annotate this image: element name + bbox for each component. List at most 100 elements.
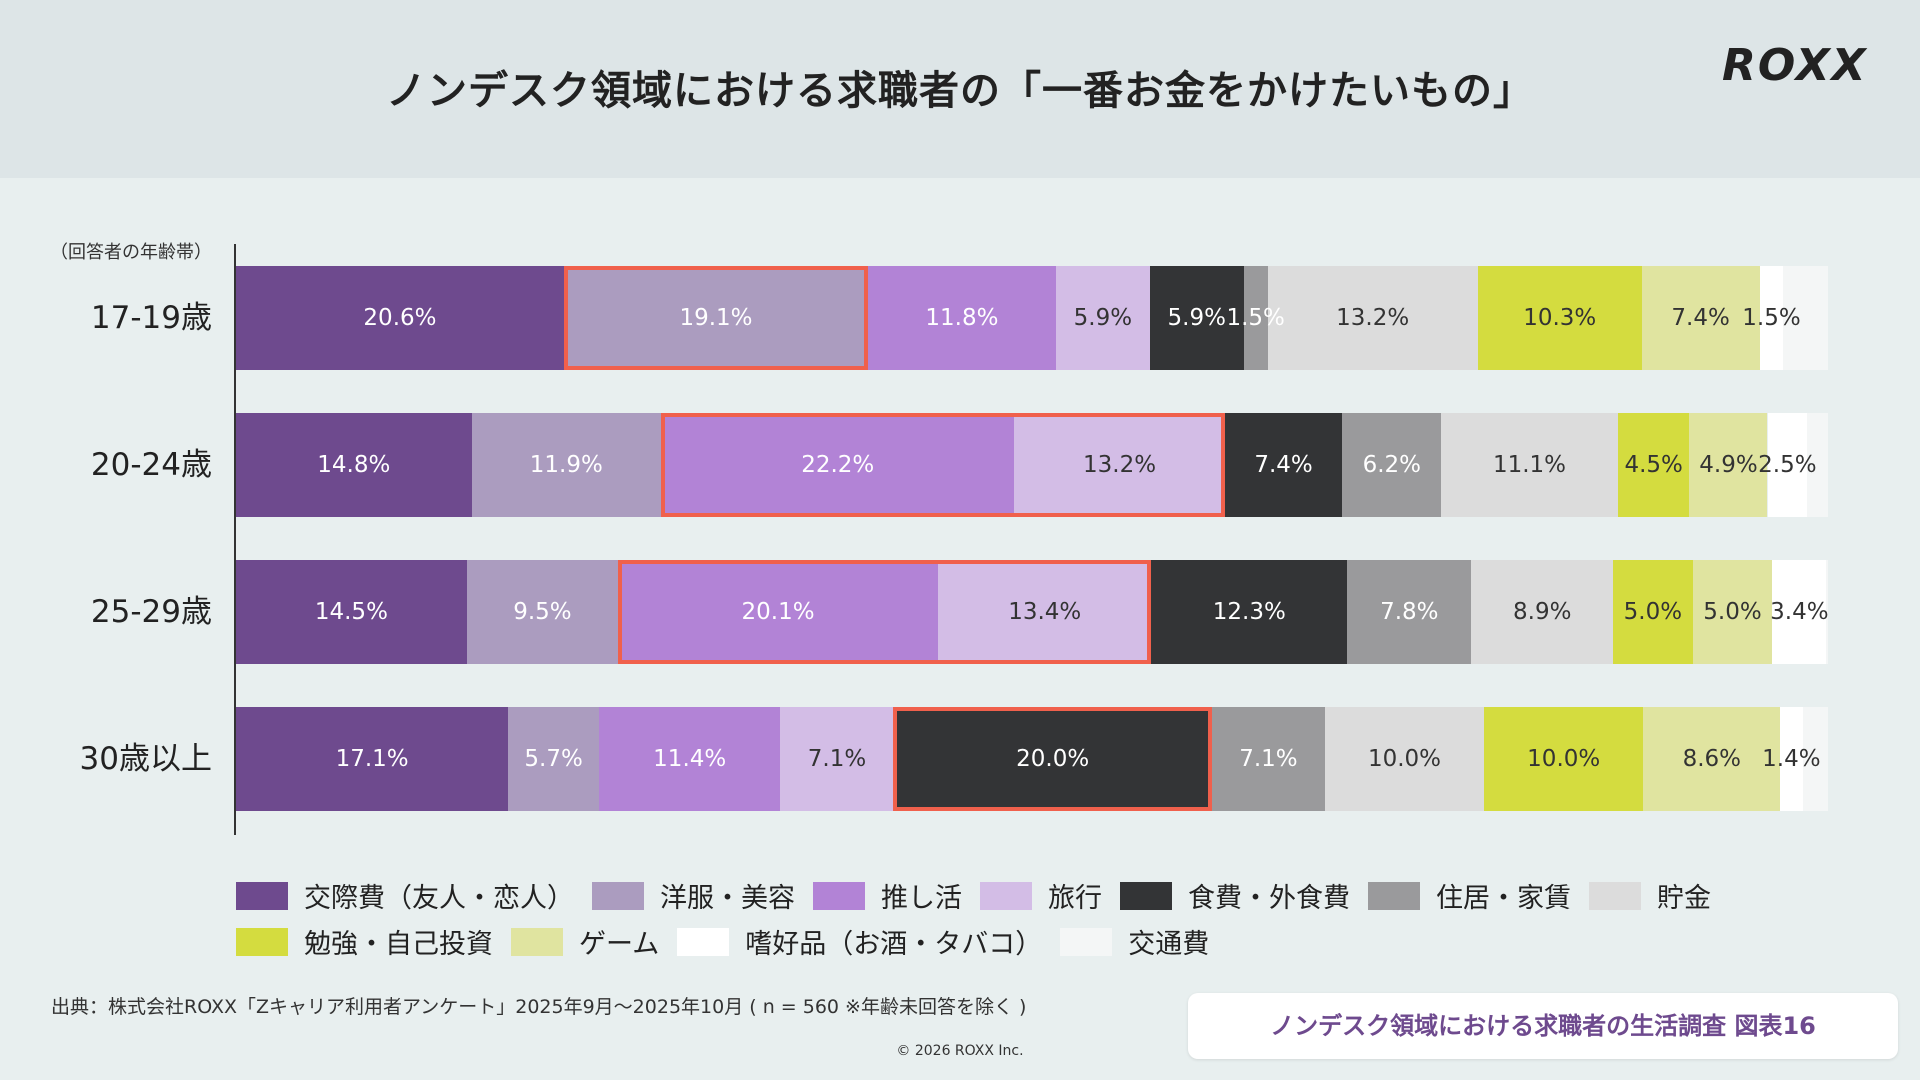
legend-label: 交通費 — [1128, 929, 1210, 960]
legend-item: 住居・家賃 — [1368, 876, 1571, 915]
legend-label: 交際費（友人・恋人） — [304, 883, 574, 914]
highlight-box — [893, 707, 1212, 811]
legend-row: 交際費（友人・恋人） 洋服・美容 推し活 旅行 食費・外食費 住居・家賃 貯金 — [236, 876, 1729, 915]
legend-label: 勉強・自己投資 — [304, 929, 493, 960]
bar-segment — [1689, 413, 1768, 517]
data-label: 4.9% — [1699, 452, 1758, 478]
legend-item: 貯金 — [1589, 876, 1711, 915]
bar-segment — [563, 266, 868, 370]
bar-segment — [661, 413, 1015, 517]
bar-segment — [236, 560, 467, 664]
legend-swatch — [236, 927, 288, 956]
bar-segment — [868, 266, 1056, 370]
bar-segment — [236, 266, 564, 370]
row-label: 25-29歳 — [90, 594, 212, 630]
bar-segment — [1484, 707, 1644, 811]
bar-segment — [1613, 560, 1693, 664]
legend-swatch — [1368, 881, 1420, 910]
bar-segment — [1441, 413, 1618, 517]
legend-label: ゲーム — [579, 929, 660, 960]
data-label: 7.4% — [1671, 305, 1730, 331]
legend-item: 交通費 — [1060, 922, 1209, 961]
row-label: 30歳以上 — [79, 741, 212, 777]
legend-item: 嗜好品（お酒・タバコ） — [677, 922, 1042, 961]
data-label: 8.9% — [1513, 599, 1572, 625]
data-label: 2.5% — [1758, 452, 1817, 478]
bar-segment — [466, 560, 619, 664]
data-label: 11.9% — [529, 452, 603, 478]
legend-label: 貯金 — [1657, 883, 1711, 914]
bar-segment — [1826, 560, 1828, 664]
legend-swatch — [980, 881, 1032, 910]
bar-segment — [1783, 266, 1828, 370]
legend-swatch — [1589, 881, 1641, 910]
legend-swatch — [1120, 881, 1172, 910]
data-label: 6.2% — [1362, 452, 1421, 478]
data-label: 10.3% — [1523, 305, 1597, 331]
bar-segment — [236, 707, 509, 811]
data-label: 5.0% — [1703, 599, 1762, 625]
legend-swatch — [236, 881, 288, 910]
legend-label: 推し活 — [881, 883, 962, 914]
data-label: 1.5% — [1742, 305, 1801, 331]
bar-segment — [1767, 413, 1808, 517]
data-label: 3.4% — [1770, 599, 1829, 625]
bar-segment — [1055, 266, 1150, 370]
legend-item: ゲーム — [511, 922, 659, 961]
legend-item: 食費・外食費 — [1120, 876, 1350, 915]
legend-swatch — [1060, 927, 1113, 956]
bar-segment — [236, 413, 472, 517]
data-label: 13.2% — [1083, 452, 1157, 478]
row-label: 17-19歳 — [90, 300, 212, 336]
legend-swatch — [813, 881, 865, 910]
row-label: 20-24歳 — [90, 447, 212, 483]
bar-segment — [1692, 560, 1773, 664]
bar-segment — [1759, 266, 1784, 370]
legend-swatch — [511, 927, 563, 956]
legend-item: 旅行 — [980, 876, 1102, 915]
data-label: 11.1% — [1492, 452, 1567, 478]
bar-segment — [1014, 413, 1225, 517]
data-label: 22.2% — [801, 452, 875, 478]
legend-label: 旅行 — [1048, 883, 1102, 914]
header: ノンデスク領域における求職者の「一番お金をかけたいもの」 ROXX — [0, 0, 1920, 178]
bar-segment — [1641, 266, 1760, 370]
legend-item: 推し活 — [813, 876, 962, 915]
legend-label: 嗜好品（お酒・タバコ） — [745, 929, 1043, 960]
page-title: ノンデスク領域における求職者の「一番お金をかけたいもの」 — [386, 68, 1534, 114]
bar-segment — [780, 707, 894, 811]
roxx-logo: ROXX — [1722, 40, 1868, 91]
data-label: 4.5% — [1624, 452, 1683, 478]
data-label: 10.0% — [1367, 746, 1442, 772]
bar-segment — [1772, 560, 1827, 664]
legend-item: 勉強・自己投資 — [236, 922, 493, 961]
data-label: 13.4% — [1008, 599, 1082, 625]
data-label: 7.1% — [807, 746, 867, 772]
legend-label: 食費・外食費 — [1188, 883, 1350, 914]
data-label: 20.1% — [741, 599, 815, 625]
bar-segment — [1807, 413, 1828, 517]
legend-label: 住居・家賃 — [1436, 883, 1571, 914]
bar-segment — [1211, 707, 1325, 811]
source-note: 出典：株式会社ROXX「Zキャリア利用者アンケート」2025年9月〜2025年1… — [51, 996, 1027, 1018]
data-label: 7.4% — [1254, 452, 1313, 478]
data-label: 12.3% — [1212, 599, 1286, 625]
bar-segment — [508, 707, 599, 811]
highlight-box — [563, 266, 868, 370]
data-label: 14.5% — [314, 599, 388, 625]
legend-row: 勉強・自己投資 ゲーム 嗜好品（お酒・タバコ） 交通費 — [236, 922, 1227, 961]
legend-swatch — [592, 881, 644, 910]
data-label: 13.2% — [1336, 305, 1410, 331]
bar-segment — [1802, 707, 1828, 811]
data-label: 5.7% — [524, 746, 583, 772]
bar-segment — [1149, 266, 1244, 370]
bar-segment — [1267, 266, 1478, 370]
bar-segment — [471, 413, 662, 517]
legend-item: 洋服・美容 — [592, 876, 795, 915]
bar-segment — [598, 707, 781, 811]
bar-segment — [1617, 413, 1690, 517]
data-label: 7.8% — [1380, 599, 1439, 625]
data-label: 17.1% — [335, 746, 409, 772]
data-label: 5.9% — [1073, 305, 1133, 331]
bar-segment — [1243, 266, 1268, 370]
